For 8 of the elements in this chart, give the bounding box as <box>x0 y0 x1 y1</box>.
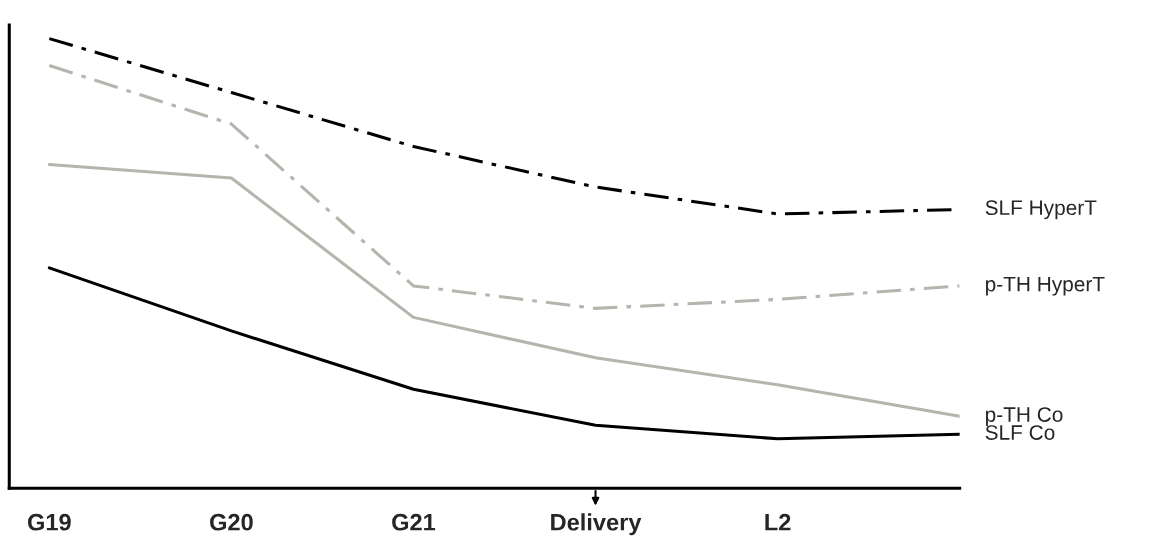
x-tick-label: G20 <box>210 513 253 531</box>
series-label: p-TH HyperT <box>986 276 1105 296</box>
series-label: SLF Co <box>985 425 1055 440</box>
x-tick-label: G21 <box>392 513 436 531</box>
x-tick-label: L2 <box>765 513 791 531</box>
x-tick-label: G19 <box>27 513 71 531</box>
x-tick-label: Delivery <box>551 513 642 536</box>
series-label: SLF HyperT <box>985 200 1097 220</box>
